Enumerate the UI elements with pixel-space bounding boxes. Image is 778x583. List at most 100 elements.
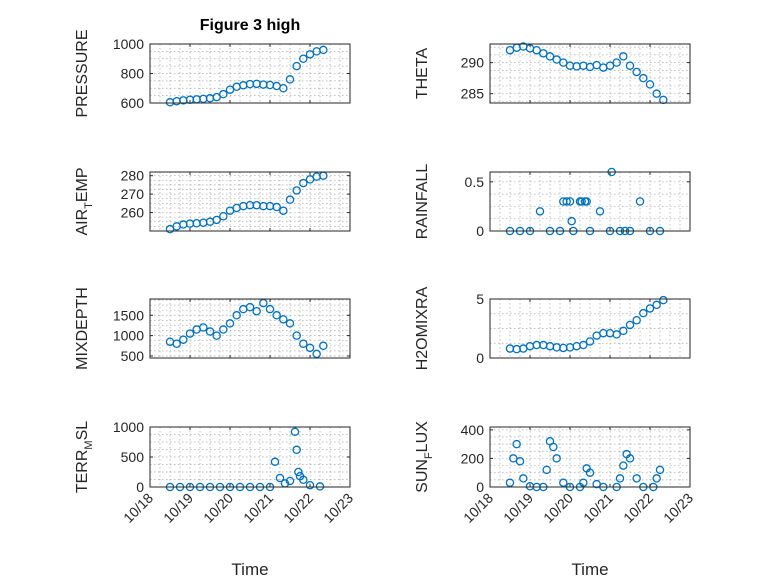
data-point (225, 85, 235, 94)
y-axis-label-main: THETA (414, 48, 431, 100)
axes-box (149, 171, 351, 232)
y-tick-label: 280 (121, 168, 145, 184)
y-tick-label: 1000 (113, 36, 144, 52)
axes-box (489, 298, 691, 359)
figure-title: Figure 3 high (200, 17, 300, 34)
y-axis-label-main: RAINFALL (414, 164, 431, 240)
data-point (582, 197, 591, 206)
data-point (585, 337, 595, 346)
y-tick-label: 500 (121, 449, 145, 465)
x-tick-label: 10/19 (500, 490, 536, 526)
y-axis-label-main: PRESSURE (74, 29, 91, 117)
subplot-7: 0 500 1000 TERRMSL 10/18 10/19 10/20 10/21 10/22… (74, 419, 356, 579)
data-point (285, 319, 295, 328)
y-axis-label-main: SUN (414, 459, 431, 493)
y-tick-label: 0 (476, 479, 484, 495)
data-point (252, 306, 261, 316)
data-point (212, 331, 221, 340)
data-point (219, 325, 228, 334)
data-point (292, 61, 301, 71)
data-point (567, 216, 576, 226)
y-tick-label: 200 (461, 450, 485, 466)
y-axis-label-tail: EMP (74, 167, 91, 202)
y-axis-label: H2OMIXRA (414, 286, 431, 370)
axes-box (149, 298, 351, 359)
y-axis-label-subscript: M (83, 440, 95, 449)
y-tick-label: 0 (476, 223, 484, 239)
data-point (172, 339, 181, 349)
data-point (292, 331, 301, 340)
data-point (294, 467, 303, 477)
y-axis-label: AIRTEMP (74, 167, 95, 235)
data-point (619, 461, 628, 470)
data-point (285, 75, 295, 84)
data-point (292, 445, 301, 455)
y-axis-label: SUNFLUX (414, 421, 435, 493)
data-point (565, 197, 575, 206)
y-axis-label: TERRMSL (74, 421, 95, 493)
y-tick-label: 285 (461, 86, 485, 102)
data-point (577, 197, 586, 206)
data-point (652, 300, 661, 310)
y-axis-label-main: MIXDEPTH (74, 287, 91, 370)
data-point (612, 330, 621, 339)
data-point (639, 308, 648, 318)
y-tick-label: 0 (476, 350, 484, 366)
data-point (632, 474, 641, 483)
data-point (245, 302, 255, 312)
data-point (275, 473, 285, 483)
data-point (185, 329, 195, 338)
y-tick-label: 400 (461, 422, 485, 438)
data-point (625, 320, 635, 330)
data-point (545, 52, 555, 61)
data-point (265, 304, 275, 314)
subplot-4: 0 0.5 RAINFALL (414, 164, 691, 240)
data-point (299, 178, 308, 188)
data-point (549, 442, 558, 452)
x-axis-label: Time (231, 560, 268, 579)
subplot-1: 600 800 1000 PRESSURE (74, 29, 351, 118)
data-point (562, 197, 571, 206)
y-tick-label: 500 (121, 348, 145, 364)
data-point (595, 207, 605, 216)
x-tick-label: 10/20 (540, 490, 576, 526)
data-point (645, 80, 655, 89)
data-point (319, 341, 328, 351)
data-point (535, 207, 545, 216)
data-point (305, 343, 315, 353)
subplot-8: 0 200 400 SUNFLUX 10/18 10/19 10/20 10/21 10/22 1… (414, 421, 696, 579)
x-tick-label: 10/22 (280, 490, 316, 526)
data-point (605, 61, 615, 70)
data-point (612, 58, 621, 67)
data-point (615, 474, 625, 483)
data-point (319, 45, 328, 55)
data-point (652, 89, 661, 98)
x-tick-label: 10/19 (160, 490, 196, 526)
y-axis-label: THETA (414, 48, 431, 100)
data-point (272, 202, 281, 212)
data-point (225, 319, 235, 328)
data-point (232, 311, 241, 320)
data-point (279, 206, 288, 215)
x-tick-label: 10/22 (620, 490, 656, 526)
subplot-3: 260 270 280 AIRTEMP (74, 167, 351, 236)
data-point (552, 454, 561, 463)
data-point (579, 340, 588, 350)
data-point (285, 195, 295, 204)
data-point (632, 315, 641, 325)
data-point (219, 211, 228, 221)
y-tick-label: 1000 (113, 328, 144, 344)
x-tick-label: 10/18 (120, 490, 156, 526)
x-tick-label: 10/21 (580, 490, 616, 526)
y-tick-label: 800 (121, 66, 145, 82)
data-point (219, 89, 228, 99)
data-point (205, 327, 215, 336)
data-point (645, 304, 655, 313)
y-tick-label: 0 (136, 479, 144, 495)
data-point (559, 478, 568, 487)
data-point (515, 457, 525, 466)
axes-box (489, 426, 691, 488)
y-tick-label: 1000 (113, 419, 144, 435)
x-axis-label: Time (571, 560, 608, 579)
